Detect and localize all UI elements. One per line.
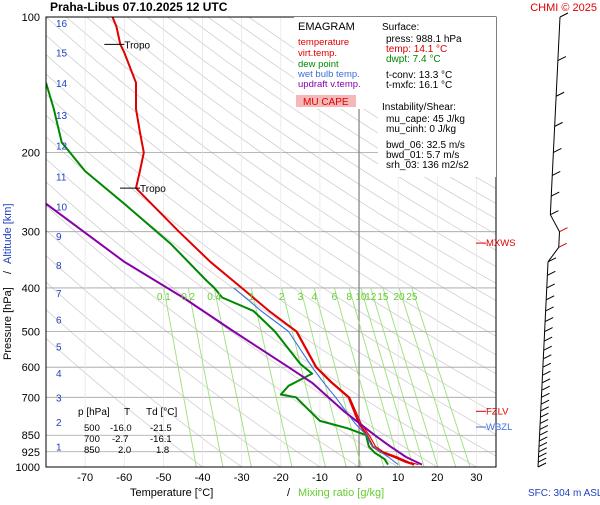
mixing-ratio-label: 20	[394, 292, 406, 303]
wind-staff	[546, 288, 547, 300]
mixing-ratio-label: 0.1	[157, 292, 171, 303]
pressure-tick-label: 600	[22, 362, 40, 374]
altitude-km-label: 6	[56, 315, 62, 326]
altitude-km-label: 8	[56, 261, 62, 272]
legend-header: EMAGRAM	[298, 21, 355, 33]
mu-cape-label: MU CAPE	[303, 97, 349, 108]
copyright: CHMI © 2025	[530, 2, 597, 14]
wind-staff	[547, 262, 548, 275]
legend-entry-virt-temp: virt.temp.	[298, 48, 337, 59]
altitude-km-label: 9	[56, 232, 62, 243]
table-header-t: T	[124, 407, 130, 418]
mixing-ratio-label: 12	[365, 292, 377, 303]
table-cell: 1.8	[156, 445, 169, 456]
temperature-tick-label: -70	[77, 472, 93, 484]
altitude-km-label: 2	[56, 418, 62, 429]
temperature-tick-label: -40	[195, 472, 211, 484]
srh03-value: srh_03: 136 m2/s2	[386, 160, 469, 171]
table-cell: 850	[84, 445, 100, 456]
temperature-tick-label: -60	[116, 472, 132, 484]
altitude-km-label: 15	[56, 49, 68, 60]
surface-tmxfc: t-mxfc: 16.1 °C	[386, 80, 452, 91]
tropopause-label: Tropo	[140, 184, 166, 195]
legend: EMAGRAM temperature virt.temp. dew point…	[294, 17, 378, 109]
instability-header: Instability/Shear:	[382, 102, 456, 113]
wind-staff	[546, 300, 547, 311]
level-label-mxws: MXWS	[486, 238, 516, 249]
x-axis-label-mixing: Mixing ratio [g/kg]	[298, 487, 384, 499]
temperature-tick-label: 20	[431, 472, 443, 484]
temperature-tick-label: -10	[312, 472, 328, 484]
mixing-ratio-label: 4	[311, 292, 317, 303]
altitude-km-label: 10	[56, 203, 68, 214]
legend-entry-temperature: temperature	[298, 37, 349, 48]
surface-info-box: Surface: press: 988.1 hPa temp: 14.1 °C …	[378, 17, 496, 177]
pressure-tick-label: 850	[22, 430, 40, 442]
pressure-tick-label: 700	[22, 392, 40, 404]
level-label-wbzl: WBZL	[486, 422, 512, 433]
altitude-km-label: 14	[56, 79, 68, 90]
table-header-td: Td [°C]	[146, 407, 177, 418]
pressure-tick-label: 100	[22, 12, 40, 24]
mixing-ratio-label: 6	[332, 292, 338, 303]
table-cell: -16.1	[150, 434, 172, 445]
mixing-ratio-label: 3	[298, 292, 304, 303]
temperature-tick-label: -50	[155, 472, 171, 484]
altitude-km-label: 4	[56, 369, 62, 380]
pressure-tick-label: 200	[22, 147, 40, 159]
surface-header: Surface:	[382, 22, 419, 33]
x-axis-label: Temperature [°C]	[130, 487, 213, 499]
altitude-km-label: 1	[56, 442, 62, 453]
table-cell: -16.0	[110, 423, 132, 434]
altitude-km-label: 7	[56, 289, 62, 300]
mixing-ratio-label: 2	[279, 292, 285, 303]
mixing-ratio-label: 1	[248, 292, 254, 303]
mixing-ratio-label: 8	[346, 292, 352, 303]
mixing-ratio-label: 0.4	[207, 292, 221, 303]
surface-dwpt: dwpt: 7.4 °C	[386, 54, 441, 65]
chart-title: Praha-Libus 07.10.2025 12 UTC	[50, 0, 228, 14]
pressure-tick-label: 500	[22, 327, 40, 339]
pressure-tick-label: 1000	[16, 462, 40, 474]
mixing-ratio-label: 15	[377, 292, 389, 303]
altitude-km-label: 5	[56, 343, 62, 354]
table-cell: -21.5	[150, 423, 172, 434]
y-axis-label-pressure: Pressure [hPa]	[2, 287, 14, 360]
table-cell: 2.0	[118, 445, 131, 456]
temperature-tick-label: -20	[273, 472, 289, 484]
table-cell: 500	[84, 423, 100, 434]
temperature-tick-label: 0	[356, 472, 362, 484]
tropopause-label: Tropo	[124, 40, 150, 51]
legend-entry-updraft: updraft v.temp.	[298, 79, 361, 90]
mixing-ratio-label: 25	[406, 292, 418, 303]
table-cell: 700	[84, 434, 100, 445]
sfc-label: SFC: 304 m ASL	[528, 488, 600, 499]
altitude-km-label: 12	[56, 142, 68, 153]
temperature-tick-label: -30	[234, 472, 250, 484]
pressure-tick-label: 925	[22, 447, 40, 459]
table-header-p: p [hPa]	[78, 407, 110, 418]
level-table: p [hPa] T Td [°C] 500 -16.0 -21.5 700 -2…	[78, 407, 177, 456]
altitude-km-label: 13	[56, 111, 68, 122]
table-cell: -2.7	[112, 434, 128, 445]
wind-staff	[545, 311, 546, 322]
altitude-km-label: 11	[56, 172, 67, 183]
mu-cinh-value: mu_cinh: 0 J/kg	[386, 124, 456, 135]
level-label-fzlv: FZLV	[486, 406, 509, 417]
temperature-tick-label: 10	[392, 472, 404, 484]
pressure-tick-label: 300	[22, 227, 40, 239]
pressure-tick-label: 400	[22, 283, 40, 295]
altitude-km-label: 3	[56, 393, 62, 404]
wind-staff	[547, 275, 548, 288]
temperature-tick-label: 30	[470, 472, 482, 484]
mixing-ratio-label: 0.2	[181, 292, 195, 303]
y-axis-label-altitude: Altitude [km]	[2, 203, 14, 264]
altitude-km-label: 16	[56, 19, 68, 30]
